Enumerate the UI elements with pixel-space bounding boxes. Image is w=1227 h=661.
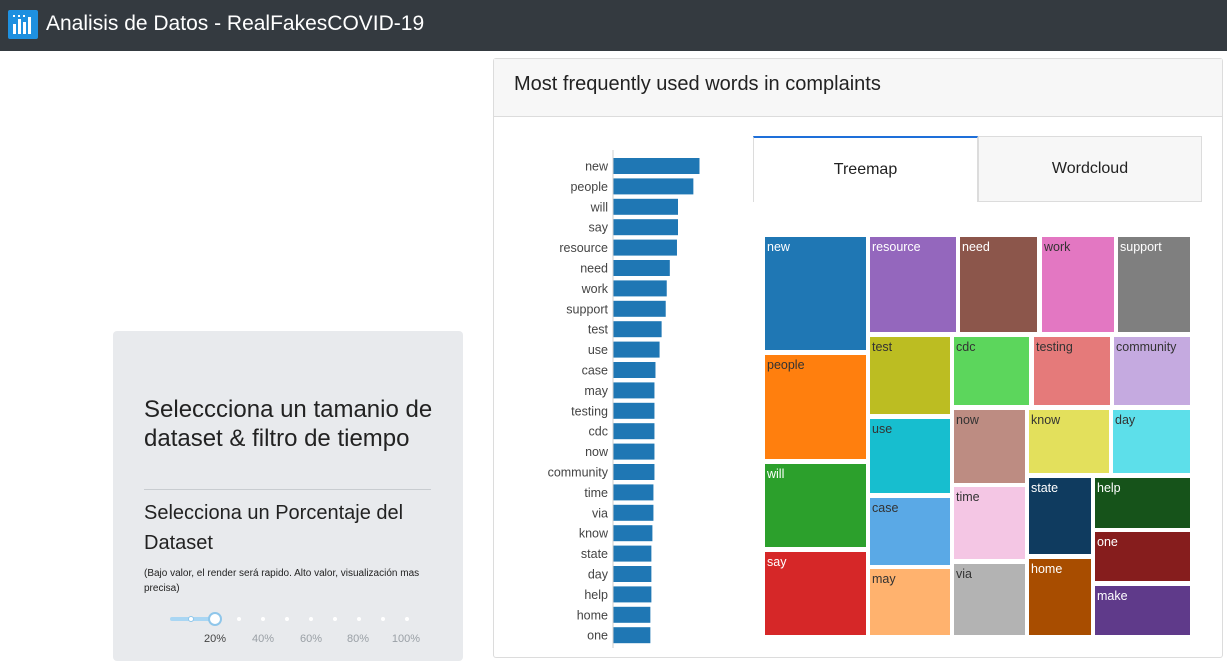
app-title: Analisis de Datos - RealFakesCOVID-19 [46,12,425,35]
bar-label-help: help [584,588,608,602]
render-note: (Bajo valor, el render será rapido. Alto… [144,568,420,594]
bar-label-cdc: cdc [589,425,608,439]
bar-label-say: say [589,221,609,235]
bar-via[interactable] [613,504,654,521]
slider-tick [261,617,265,621]
bar-now[interactable] [613,443,655,460]
filter-heading: Seleccciona un tamanio de dataset & filt… [144,396,433,452]
top-navbar: Analisis de Datos - RealFakesCOVID-19 [0,0,1227,51]
bar-label-case: case [582,364,608,378]
slider-minor-tick [188,616,194,622]
slider-tick [333,617,337,621]
bar-day[interactable] [613,566,652,582]
bar-label-state: state [581,547,608,561]
slider-label-100[interactable]: 100% [391,633,421,645]
word-frequency-bar-chart: new people will say resource need work support t… [548,150,700,648]
slider-label-40[interactable]: 40% [251,633,275,645]
tab-treemap[interactable]: Treemap [753,136,978,202]
dataset-percentage-label: Selecciona un Porcentaje del Dataset [144,502,404,554]
bar-label-testing: testing [571,404,608,418]
bar-label-use: use [588,343,608,357]
slider-tick [405,617,409,621]
slider-label-80[interactable]: 80% [346,633,370,645]
bar-label-day: day [588,568,609,582]
bar-case[interactable] [613,362,656,378]
bar-label-may: may [584,384,608,398]
bar-time[interactable] [613,484,654,501]
bar-know[interactable] [613,525,653,542]
bar-test[interactable] [613,321,662,338]
bar-new[interactable] [613,158,700,174]
bar-label-one: one [587,629,608,643]
slider-label-60[interactable]: 60% [299,633,323,645]
bar-label-work: work [581,282,609,296]
bar-label-need: need [580,262,608,276]
panel-header: Most frequently used words in complaints [494,59,1222,117]
slider-tick [357,617,361,621]
bar-people[interactable] [613,178,694,195]
filter-card: Seleccciona un tamanio de dataset & filt… [113,331,463,661]
bar-label-resource: resource [559,241,608,255]
slider-tick [237,617,241,621]
bar-chart-logo-icon [8,10,38,39]
bar-support[interactable] [613,300,666,317]
bar-will[interactable] [613,198,679,215]
bar-label-home: home [577,608,608,622]
bar-say[interactable] [613,219,679,236]
bar-label-people: people [570,180,608,194]
percentage-slider-handle[interactable] [208,612,222,626]
bar-resource[interactable] [613,239,677,256]
bar-help[interactable] [613,586,652,603]
slider-tick [381,617,385,621]
slider-label-20[interactable]: 20% [203,633,227,645]
bar-testing[interactable] [613,402,655,419]
bar-community[interactable] [613,464,655,480]
tab-wordcloud[interactable]: Wordcloud [978,136,1202,202]
bar-may[interactable] [613,382,655,399]
panel-title: Most frequently used words in complaints [514,73,881,95]
bar-label-test: test [588,323,609,337]
bar-label-know: know [579,527,609,541]
bar-label-via: via [592,506,608,520]
slider-tick [285,617,289,621]
bar-home[interactable] [613,606,651,623]
bar-label-support: support [566,302,608,316]
bar-work[interactable] [613,280,667,297]
bar-label-community: community [548,466,609,480]
card-divider [144,489,431,490]
view-tabs: Treemap Wordcloud [753,136,1202,202]
bar-use[interactable] [613,341,660,358]
bar-need[interactable] [613,260,670,276]
bar-label-time: time [584,486,608,500]
bar-label-new: new [585,160,609,174]
bar-one[interactable] [613,627,651,644]
bar-cdc[interactable] [613,423,655,440]
slider-tick [309,617,313,621]
bar-state[interactable] [613,545,652,562]
bar-label-will: will [590,200,608,214]
bar-label-now: now [585,445,609,459]
